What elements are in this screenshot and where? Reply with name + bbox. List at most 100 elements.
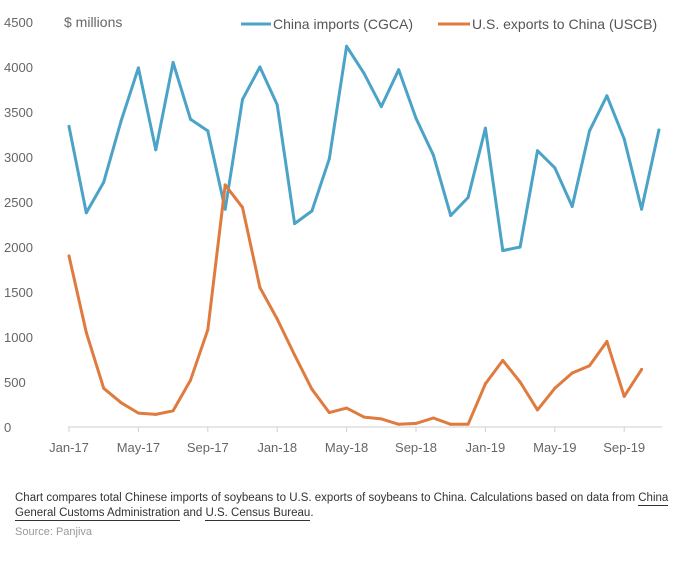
y-tick-label-1000: 1000 — [4, 330, 33, 345]
data-point-china-imports-cgca-7 — [188, 117, 192, 121]
data-point-u-s-exports-to-china-uscb-15 — [327, 411, 331, 415]
data-point-u-s-exports-to-china-uscb-1 — [84, 331, 88, 334]
y-tick-label-0: 0 — [4, 420, 11, 435]
caption-text-3: . — [310, 507, 314, 519]
data-point-u-s-exports-to-china-uscb-11 — [258, 286, 262, 289]
data-point-u-s-exports-to-china-uscb-16 — [345, 406, 349, 410]
data-point-u-s-exports-to-china-uscb-17 — [362, 415, 366, 419]
y-tick-label-3000: 3000 — [4, 150, 33, 165]
caption-text-2: and — [179, 507, 206, 519]
y-tick-label-4500: 4500 — [4, 15, 33, 30]
data-point-china-imports-cgca-18 — [379, 105, 383, 109]
data-point-china-imports-cgca-15 — [327, 157, 331, 161]
data-point-china-imports-cgca-20 — [414, 116, 418, 120]
x-tick-label-Sep-18: Sep-18 — [395, 440, 437, 455]
data-point-u-s-exports-to-china-uscb-8 — [206, 328, 210, 332]
chart-caption: Chart compares total Chinese imports of … — [15, 491, 683, 521]
data-point-china-imports-cgca-21 — [431, 153, 435, 157]
data-point-u-s-exports-to-china-uscb-21 — [431, 416, 435, 420]
y-tick-label-1500: 1500 — [4, 285, 33, 300]
data-point-u-s-exports-to-china-uscb-31 — [605, 340, 609, 343]
data-point-u-s-exports-to-china-uscb-33 — [640, 367, 644, 371]
data-point-china-imports-cgca-9 — [223, 207, 227, 211]
data-point-china-imports-cgca-5 — [154, 148, 158, 152]
data-point-china-imports-cgca-29 — [570, 205, 574, 208]
data-point-u-s-exports-to-china-uscb-25 — [501, 358, 505, 362]
unit-label: $ millions — [64, 14, 122, 30]
data-point-china-imports-cgca-22 — [449, 214, 453, 217]
y-tick-label-3500: 3500 — [4, 105, 33, 120]
x-tick-label-Jan-17: Jan-17 — [49, 440, 89, 455]
data-point-china-imports-cgca-14 — [310, 209, 314, 213]
data-point-china-imports-cgca-32 — [622, 137, 626, 141]
data-point-u-s-exports-to-china-uscb-20 — [414, 421, 418, 425]
source-note: Source: Panjiva — [15, 526, 93, 538]
data-point-u-s-exports-to-china-uscb-32 — [622, 394, 626, 398]
data-point-u-s-exports-to-china-uscb-24 — [483, 382, 487, 386]
data-point-u-s-exports-to-china-uscb-7 — [188, 378, 192, 382]
data-point-china-imports-cgca-12 — [275, 103, 279, 107]
data-point-china-imports-cgca-4 — [136, 66, 140, 70]
data-point-u-s-exports-to-china-uscb-5 — [154, 412, 158, 416]
data-point-china-imports-cgca-27 — [535, 149, 539, 153]
legend: China imports (CGCA) U.S. exports to Chi… — [241, 16, 657, 32]
data-point-u-s-exports-to-china-uscb-22 — [449, 422, 453, 426]
series-layer — [67, 44, 661, 426]
data-point-u-s-exports-to-china-uscb-0 — [67, 254, 71, 258]
x-tick-label-Sep-17: Sep-17 — [187, 440, 229, 455]
data-point-u-s-exports-to-china-uscb-13 — [293, 353, 297, 357]
data-point-china-imports-cgca-24 — [483, 126, 487, 130]
data-point-u-s-exports-to-china-uscb-12 — [275, 317, 279, 321]
data-point-u-s-exports-to-china-uscb-30 — [588, 364, 591, 368]
data-point-china-imports-cgca-13 — [293, 222, 297, 226]
data-point-china-imports-cgca-30 — [588, 129, 591, 133]
data-point-u-s-exports-to-china-uscb-6 — [171, 409, 175, 413]
data-point-u-s-exports-to-china-uscb-19 — [397, 422, 401, 426]
data-point-china-imports-cgca-17 — [362, 71, 366, 75]
data-point-china-imports-cgca-8 — [206, 129, 210, 133]
data-point-u-s-exports-to-china-uscb-23 — [466, 422, 470, 426]
data-point-china-imports-cgca-6 — [171, 61, 175, 64]
data-point-china-imports-cgca-19 — [397, 68, 401, 72]
data-point-china-imports-cgca-34 — [657, 128, 661, 132]
data-point-u-s-exports-to-china-uscb-2 — [102, 386, 106, 390]
data-point-u-s-exports-to-china-uscb-10 — [241, 205, 244, 209]
data-point-china-imports-cgca-0 — [67, 124, 71, 128]
x-tick-label-May-18: May-18 — [325, 440, 368, 455]
y-tick-label-2500: 2500 — [4, 195, 33, 210]
y-tick-label-2000: 2000 — [4, 240, 33, 255]
y-tick-label-4000: 4000 — [4, 60, 33, 75]
x-tick-label-May-17: May-17 — [117, 440, 160, 455]
x-axis: Jan-17 May-17 Sep-17 Jan-18 May-18 Sep-18 Jan-… — [49, 427, 645, 455]
series-line-china-imports-cgca — [67, 44, 661, 253]
data-point-u-s-exports-to-china-uscb-18 — [379, 417, 383, 421]
soybean-trade-chart: 0 500 1000 1500 2000 2500 3000 3500 4000 4500 Jan… — [4, 14, 662, 455]
data-point-u-s-exports-to-china-uscb-3 — [119, 401, 123, 405]
series-line-u-s-exports-to-china-uscb — [67, 183, 644, 426]
data-point-china-imports-cgca-28 — [553, 166, 557, 170]
legend-label-us-exports: U.S. exports to China (USCB) — [472, 16, 657, 32]
data-point-china-imports-cgca-26 — [518, 245, 522, 249]
data-point-china-imports-cgca-11 — [258, 65, 262, 69]
x-tick-label-May-19: May-19 — [533, 440, 576, 455]
caption-link-census[interactable]: U.S. Census Bureau — [205, 507, 311, 521]
data-point-china-imports-cgca-25 — [501, 249, 505, 253]
data-point-china-imports-cgca-23 — [466, 196, 470, 199]
data-point-china-imports-cgca-2 — [102, 180, 106, 184]
caption-link-customs[interactable]: China General Customs Administration — [15, 492, 669, 521]
caption-text-1: Chart compares total Chinese imports of … — [15, 492, 639, 504]
y-axis: 0 500 1000 1500 2000 2500 3000 3500 4000 4500 — [4, 15, 33, 435]
data-point-u-s-exports-to-china-uscb-4 — [136, 411, 140, 415]
x-tick-label-Jan-18: Jan-18 — [257, 440, 297, 455]
data-point-u-s-exports-to-china-uscb-28 — [553, 386, 557, 390]
y-tick-label-500: 500 — [4, 375, 26, 390]
data-point-u-s-exports-to-china-uscb-26 — [518, 380, 522, 384]
data-point-china-imports-cgca-33 — [640, 207, 644, 211]
data-point-china-imports-cgca-16 — [345, 44, 349, 48]
data-point-china-imports-cgca-10 — [241, 97, 244, 101]
data-point-u-s-exports-to-china-uscb-27 — [535, 408, 539, 412]
data-point-u-s-exports-to-china-uscb-29 — [570, 371, 574, 375]
data-point-china-imports-cgca-1 — [84, 211, 88, 215]
legend-label-china-imports: China imports (CGCA) — [273, 16, 413, 32]
x-tick-label-Jan-19: Jan-19 — [466, 440, 506, 455]
